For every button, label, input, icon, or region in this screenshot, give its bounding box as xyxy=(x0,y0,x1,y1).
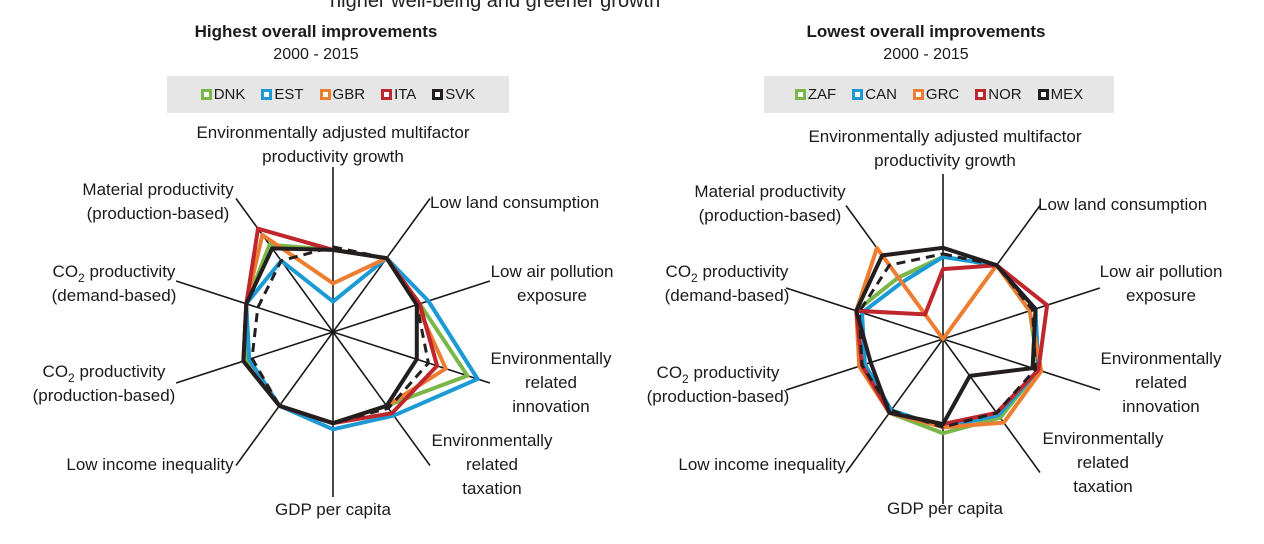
axis-label: Environmentally related innovation xyxy=(1101,349,1222,416)
legend-label: SVK xyxy=(445,86,476,103)
series-line-est xyxy=(244,256,480,432)
legend-label: DNK xyxy=(213,86,246,103)
radar-spoke xyxy=(175,331,334,384)
series-reference-line xyxy=(250,245,430,425)
legend-item-nor: NOR xyxy=(975,86,1022,103)
radar-panel-lowest: Lowest overall improvements 2000 - 2015 … xyxy=(610,0,1242,544)
chart-subtitle: 2000 - 2015 xyxy=(883,46,969,63)
legend-swatch xyxy=(200,89,212,100)
radar-chart: Environmentally adjusted multifactor prod… xyxy=(647,127,1223,518)
legend-item-ita: ITA xyxy=(381,86,416,103)
chart-legend: DNK EST GBR ITA SVK xyxy=(167,76,509,113)
legend-swatch xyxy=(1037,89,1049,100)
chart-title: Highest overall improvements xyxy=(194,22,438,41)
radar-spoke xyxy=(332,331,491,384)
series-reference-line xyxy=(857,252,1037,429)
axis-label: Low air pollution exposure xyxy=(491,262,614,305)
radar-spoke xyxy=(845,338,944,473)
legend-label: GRC xyxy=(925,86,960,103)
radar-spoke xyxy=(942,338,1101,391)
axis-label: CO2 productivity (demand-based) xyxy=(52,262,177,305)
axis-label: GDP per capita xyxy=(275,500,391,519)
legend-swatch xyxy=(912,89,924,100)
legend-item-dnk: DNK xyxy=(200,86,246,103)
axis-label: Environmentally adjusted multifactor prod… xyxy=(808,127,1081,170)
axis-label: Environmentally adjusted multifactor prod… xyxy=(196,123,469,166)
axis-label: Low land consumption xyxy=(430,193,599,212)
legend-label: ZAF xyxy=(807,86,837,103)
chart-legend: ZAF CAN GRC NOR MEX xyxy=(764,76,1114,113)
series-line-mex xyxy=(854,245,1038,427)
axis-label: Material productivity (production-based) xyxy=(82,180,234,223)
radar-chart: Environmentally adjusted multifactor prod… xyxy=(33,123,614,519)
legend-item-zaf: ZAF xyxy=(794,86,837,103)
legend-swatch xyxy=(432,89,444,100)
legend-item-can: CAN xyxy=(852,86,897,103)
axis-label: Environmentally related taxation xyxy=(1043,429,1164,496)
radar-spokes xyxy=(175,167,491,497)
axis-label: Environmentally related taxation xyxy=(432,431,553,498)
legend-label: CAN xyxy=(865,86,897,103)
legend-item-gbr: GBR xyxy=(319,86,366,103)
radar-spoke xyxy=(332,280,491,333)
legend-label: NOR xyxy=(988,86,1022,103)
axis-label: Low income inequality xyxy=(66,455,234,474)
chart-subtitle: 2000 - 2015 xyxy=(273,46,359,63)
legend-swatch xyxy=(261,89,273,100)
axis-label: Environmentally related innovation xyxy=(491,349,612,416)
axis-label: Low air pollution exposure xyxy=(1100,262,1223,305)
legend-swatch xyxy=(319,89,331,100)
axis-label: CO2 productivity (production-based) xyxy=(647,363,790,406)
chart-title: Lowest overall improvements xyxy=(806,22,1046,41)
radar-spoke xyxy=(235,331,334,466)
legend-swatch xyxy=(381,89,393,100)
radar-spoke xyxy=(942,287,1101,340)
legend-swatch xyxy=(852,89,864,100)
radar-spoke xyxy=(332,331,431,466)
legend-item-svk: SVK xyxy=(432,86,475,103)
radar-spoke xyxy=(942,338,1041,473)
cropped-figure-heading: higher well-being and greener growth xyxy=(0,0,1264,22)
axis-label: CO2 productivity (demand-based) xyxy=(665,262,790,305)
axis-label: Material productivity (production-based) xyxy=(694,182,846,225)
axis-label: CO2 productivity (production-based) xyxy=(33,362,176,405)
legend-item-grc: GRC xyxy=(912,86,960,103)
legend-label: MEX xyxy=(1050,86,1084,103)
legend-swatch xyxy=(975,89,987,100)
legend-item-mex: MEX xyxy=(1037,86,1084,103)
axis-label: GDP per capita xyxy=(887,499,1003,518)
cropped-heading-text: higher well-being and greener growth xyxy=(330,0,661,12)
axis-label: Low land consumption xyxy=(1038,195,1207,214)
radar-spoke xyxy=(785,287,944,340)
radar-spoke xyxy=(332,198,431,333)
legend-label: EST xyxy=(274,86,304,103)
radar-spoke xyxy=(175,280,334,333)
legend-item-est: EST xyxy=(261,86,304,103)
axis-label: Low income inequality xyxy=(678,455,846,474)
legend-label: ITA xyxy=(394,86,417,103)
legend-swatch xyxy=(794,89,806,100)
radar-panel-highest: Highest overall improvements 2000 - 2015… xyxy=(33,22,614,519)
legend-label: GBR xyxy=(332,86,366,103)
